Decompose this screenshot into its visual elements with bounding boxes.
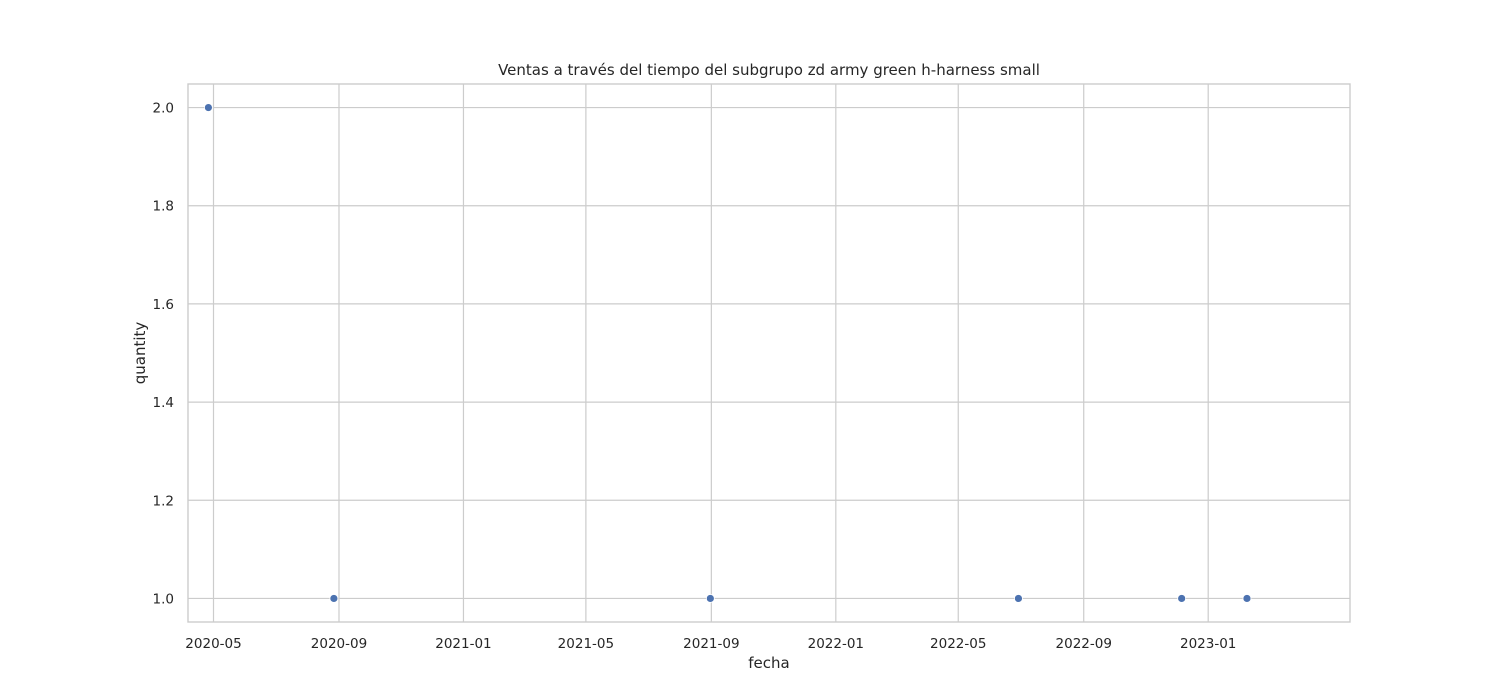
plot-frame [187, 83, 1351, 623]
x-tick-label: 2022-01 [808, 636, 864, 652]
y-tick-label: 2.0 [153, 101, 174, 117]
x-axis-ticks: 2020-05 2020-09 2021-01 2021-05 2021-09 2022-… [185, 636, 1236, 652]
y-tick-label: 1.8 [153, 199, 174, 215]
x-tick-label: 2022-05 [930, 636, 986, 652]
scatter-point [1177, 594, 1187, 603]
y-tick-label: 1.6 [153, 297, 174, 313]
y-tick-label: 1.0 [153, 591, 174, 607]
y-tick-label: 1.2 [153, 493, 174, 509]
data-points [204, 103, 1252, 603]
y-tick-label: 1.4 [153, 395, 174, 411]
scatter-point [1242, 594, 1252, 603]
scatter-point [705, 594, 715, 603]
chart-title: Ventas a través del tiempo del subgrupo … [498, 61, 1040, 79]
x-tick-label: 2021-09 [683, 636, 739, 652]
x-tick-label: 2020-05 [185, 636, 241, 652]
scatter-point [1014, 594, 1023, 603]
x-tick-label: 2023-01 [1180, 636, 1236, 652]
x-tick-label: 2022-09 [1056, 636, 1112, 652]
grid [188, 84, 1350, 622]
scatter-point [329, 594, 339, 603]
scatter-point [204, 103, 213, 112]
x-tick-label: 2021-05 [558, 636, 614, 652]
x-tick-label: 2021-01 [435, 636, 491, 652]
x-tick-label: 2020-09 [311, 636, 367, 652]
x-axis-label: fecha [748, 654, 789, 672]
y-axis-ticks: 1.0 1.2 1.4 1.6 1.8 2.0 [153, 101, 174, 608]
y-axis-label: quantity [131, 322, 149, 385]
